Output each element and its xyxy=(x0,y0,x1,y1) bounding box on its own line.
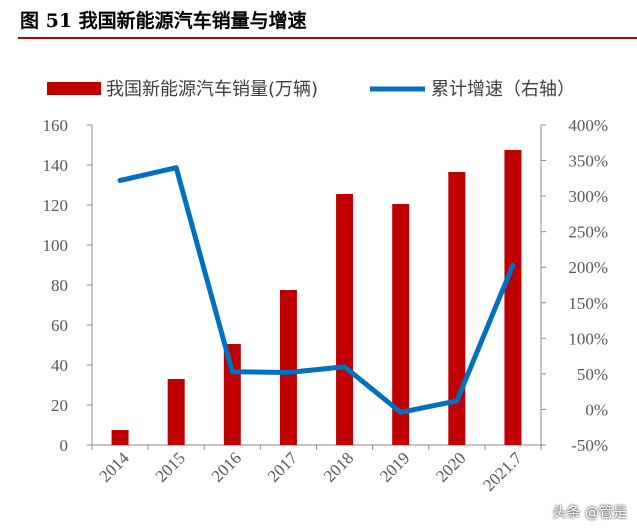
left-tick-label: 0 xyxy=(60,436,69,455)
left-tick-label: 160 xyxy=(43,116,69,135)
right-tick-label: 400% xyxy=(568,116,608,135)
growth-point xyxy=(511,263,515,267)
left-tick-label: 140 xyxy=(43,156,69,175)
legend: 我国新能源汽车销量(万辆) 累计增速（右轴） xyxy=(47,79,575,100)
bar xyxy=(167,379,185,445)
bar xyxy=(392,204,410,445)
x-tick-label: 2020 xyxy=(432,448,469,485)
growth-point xyxy=(174,166,178,170)
figure-title: 图 51 我国新能源汽车销量与增速 xyxy=(20,10,307,32)
growth-line xyxy=(117,165,516,415)
x-tick-label: 2021.7 xyxy=(479,448,526,495)
right-tick-label: -50% xyxy=(571,436,608,455)
left-tick-label: 100 xyxy=(43,236,69,255)
line-series xyxy=(117,165,516,415)
title-rule xyxy=(18,37,637,39)
growth-point xyxy=(455,399,459,403)
legend-bar-swatch xyxy=(47,82,101,95)
right-tick-label: 100% xyxy=(568,329,608,348)
left-tick-label: 20 xyxy=(51,396,68,415)
growth-point xyxy=(230,370,234,374)
legend-bar-label: 我国新能源汽车销量(万辆) xyxy=(106,79,318,100)
legend-line-label: 累计增速（右轴） xyxy=(431,79,575,100)
bar xyxy=(279,290,297,445)
bar xyxy=(223,344,241,445)
x-tick-label: 2014 xyxy=(95,448,133,486)
growth-point xyxy=(343,365,347,369)
right-tick-label: 150% xyxy=(568,294,608,313)
left-tick-label: 80 xyxy=(51,276,68,295)
growth-point xyxy=(399,410,403,414)
growth-point xyxy=(118,178,122,182)
x-tick-label: 2019 xyxy=(376,448,413,485)
right-tick-label: 50% xyxy=(577,365,608,384)
x-tick-label: 2018 xyxy=(320,448,357,485)
bar xyxy=(504,150,522,445)
x-tick-label: 2017 xyxy=(264,448,302,486)
bar-series xyxy=(111,150,522,445)
watermark: 头条 @管是 xyxy=(552,505,627,521)
left-tick-label: 120 xyxy=(43,196,69,215)
right-tick-label: 200% xyxy=(568,258,608,277)
right-tick-label: 300% xyxy=(568,187,608,206)
right-tick-label: 350% xyxy=(568,152,608,171)
right-tick-label: 250% xyxy=(568,223,608,242)
x-tick-label: 2016 xyxy=(208,448,245,485)
bar xyxy=(336,194,354,445)
growth-point xyxy=(286,370,290,374)
x-tick-label: 2015 xyxy=(152,448,189,485)
right-tick-label: 0% xyxy=(585,400,608,419)
axes: 0 20 40 60 80 100 120 140 160 -50% 0% 50% 100% 150% 20… xyxy=(43,116,609,495)
bar xyxy=(111,430,129,445)
left-tick-label: 40 xyxy=(51,356,68,375)
left-tick-label: 60 xyxy=(51,316,68,335)
bar xyxy=(448,172,466,445)
